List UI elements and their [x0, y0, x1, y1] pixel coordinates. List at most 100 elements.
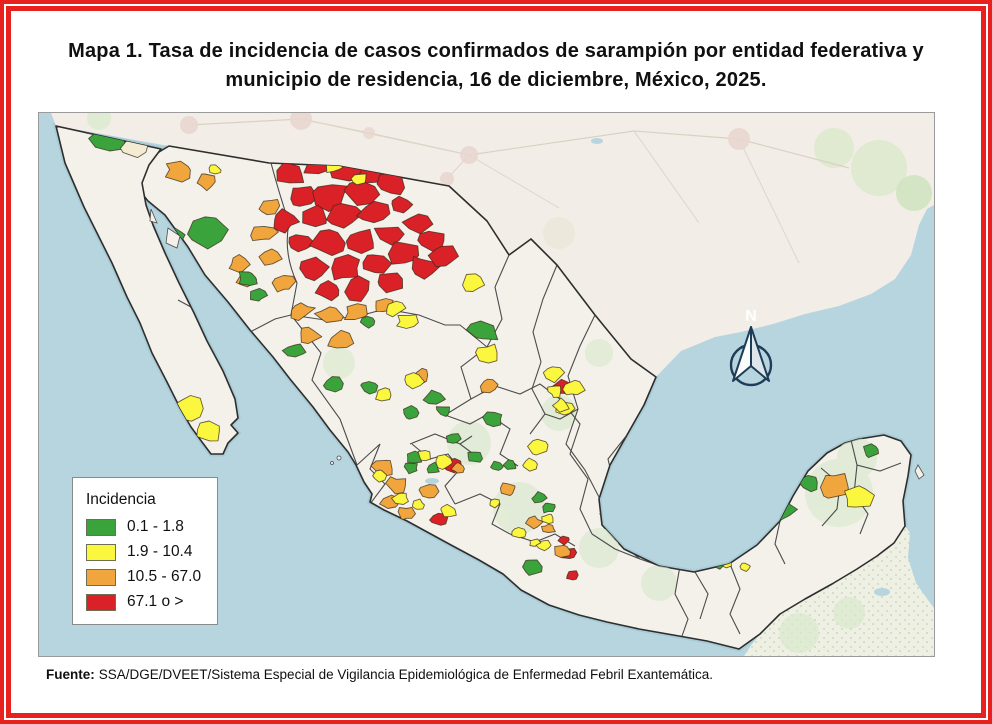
municipality-region	[554, 544, 571, 558]
municipality-region	[511, 527, 527, 539]
legend-label: 1.9 - 10.4	[127, 543, 193, 560]
municipality-region	[427, 245, 460, 268]
legend-label: 0.1 - 1.8	[127, 518, 184, 535]
municipality-region	[314, 280, 340, 302]
municipality-region	[522, 559, 543, 576]
municipality-region	[462, 273, 486, 292]
municipality-region	[531, 491, 548, 504]
source-text: SSA/DGE/DVEET/Sistema Especial de Vigila…	[98, 667, 714, 682]
municipality-region	[467, 451, 483, 463]
municipality-region	[386, 300, 407, 318]
municipality-region	[327, 329, 355, 349]
source-label: Fuente:	[46, 667, 95, 682]
legend-row: 0.1 - 1.8	[86, 518, 201, 536]
municipality-region	[435, 454, 453, 470]
municipality-region	[326, 203, 364, 229]
map-legend: Incidencia 0.1 - 1.8 1.9 - 10.4 10.5 - 67.…	[72, 477, 219, 625]
legend-swatch-y	[86, 543, 116, 561]
north-arrow-icon: N	[729, 308, 773, 387]
municipality-region	[271, 275, 297, 293]
municipality-region	[566, 570, 579, 581]
municipality-region	[359, 315, 376, 329]
municipality-region	[465, 320, 499, 341]
municipality-region	[196, 420, 220, 442]
municipality-region	[360, 381, 379, 395]
municipality-region	[475, 343, 498, 364]
municipality-region	[541, 513, 554, 525]
municipality-region	[299, 256, 330, 282]
municipality-region	[300, 326, 323, 345]
municipality-region	[739, 562, 751, 572]
municipality-region	[445, 433, 462, 444]
municipality-region	[527, 438, 549, 456]
municipality-region	[529, 538, 542, 547]
source-note: Fuente: SSA/DGE/DVEET/Sistema Especial de…	[46, 667, 713, 682]
municipality-region	[411, 255, 442, 280]
municipality-region	[499, 482, 516, 497]
municipality-region	[547, 385, 562, 398]
municipality-region	[258, 198, 281, 216]
municipality-region	[403, 405, 420, 420]
municipality-region	[396, 314, 419, 329]
page-title: Mapa 1. Tasa de incidencia de casos conf…	[48, 37, 944, 95]
municipality-region	[208, 164, 222, 175]
municipality-region	[288, 234, 316, 253]
municipality-region	[525, 515, 544, 530]
municipality-region	[557, 535, 570, 546]
legend-row: 10.5 - 67.0	[86, 568, 201, 586]
municipality-region	[196, 173, 216, 192]
municipality-region	[258, 248, 283, 266]
municipality-region	[322, 376, 344, 393]
municipality-region	[863, 443, 879, 459]
map-canvas: N Incidencia 0.1 - 1.8 1.9 - 10.4 10.5 - 6…	[38, 112, 935, 657]
municipality-region	[490, 460, 504, 471]
municipality-region	[362, 254, 393, 274]
municipality-region	[562, 379, 586, 396]
municipality-region	[404, 372, 425, 390]
municipality-region	[422, 389, 446, 405]
municipality-region	[403, 462, 418, 475]
municipality-region	[489, 498, 500, 509]
municipality-region	[411, 498, 425, 510]
municipality-region	[187, 216, 229, 250]
municipality-region	[370, 459, 393, 478]
municipality-region	[401, 213, 434, 235]
municipality-region	[387, 241, 420, 265]
municipality-region	[308, 229, 346, 257]
municipality-region	[542, 366, 566, 384]
legend-row: 67.1 o >	[86, 593, 201, 611]
municipality-region	[502, 459, 517, 470]
legend-row: 1.9 - 10.4	[86, 543, 201, 561]
municipality-region	[249, 287, 269, 302]
municipality-region	[290, 186, 319, 207]
legend-title: Incidencia	[86, 491, 156, 508]
municipality-region	[479, 378, 499, 394]
north-label: N	[745, 308, 757, 325]
legend-swatch-g	[86, 518, 116, 536]
municipality-region	[540, 523, 556, 533]
islands	[149, 208, 925, 480]
us-basemap-texture	[87, 113, 932, 264]
municipality-region	[238, 271, 258, 286]
municipality-region	[372, 469, 388, 483]
legend-swatch-o	[86, 568, 116, 586]
lakes	[425, 478, 439, 484]
municipality-region	[343, 180, 381, 207]
municipality-region	[844, 485, 875, 508]
municipality-region	[522, 457, 538, 472]
municipality-region	[276, 162, 305, 184]
legend-label: 67.1 o >	[127, 593, 184, 610]
municipality-region	[344, 303, 368, 321]
municipality-region	[290, 302, 316, 322]
municipality-region	[350, 173, 367, 186]
legend-rows: 0.1 - 1.8 1.9 - 10.4 10.5 - 67.0 67.1 o >	[86, 518, 201, 611]
municipality-region	[482, 411, 503, 428]
municipality-region	[313, 306, 344, 323]
municipality-region	[819, 473, 849, 499]
legend-swatch-r	[86, 593, 116, 611]
municipality-region	[228, 254, 251, 274]
municipality-region	[356, 200, 391, 224]
municipality-region	[345, 228, 374, 255]
legend-label: 10.5 - 67.0	[127, 568, 202, 585]
